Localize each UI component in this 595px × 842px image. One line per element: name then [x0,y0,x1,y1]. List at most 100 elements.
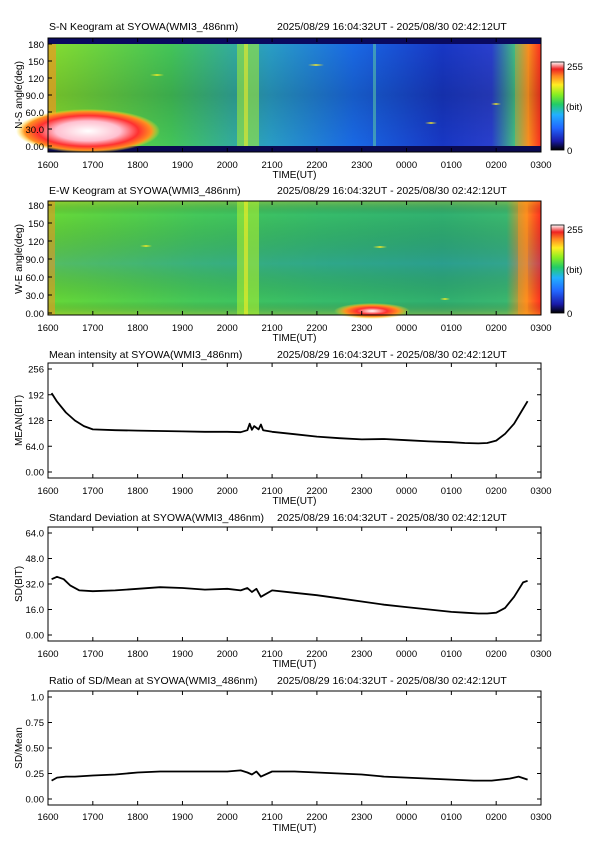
x-tick-label: 1700 [82,160,103,171]
ew-keogram-image [48,201,541,319]
sn-ytick: 0.00 [26,142,45,153]
data-series-line [50,392,529,445]
ew-colorbar-unit: (bit) [566,265,582,276]
y-tick-label: 64.0 [26,442,45,453]
x-tick-label: 2200 [306,486,327,497]
x-tick-label: 2000 [217,160,238,171]
y-tick-label: 0.50 [26,744,45,755]
sn-ytick: 180 [28,40,44,51]
x-tick-label: 0300 [530,812,551,823]
sn-keogram-y-ticks: 0.00 30.0 60.0 90.0 120 150 180 [26,40,52,153]
x-tick-label: 2200 [306,323,327,334]
x-axis-title: TIME(UT) [273,496,317,507]
sn-ytick: 30.0 [26,125,45,136]
plot-title: Mean intensity at SYOWA(WMI3_486nm) [49,349,242,361]
x-tick-label: 1900 [172,323,193,334]
ew-keogram-ylabel: W-E angle(deg) [14,224,25,294]
ew-keogram: E-W Keogram at SYOWA(WMI3_486nm) 2025/08… [14,185,583,344]
ew-keogram-time-range: 2025/08/29 16:04:32UT - 2025/08/30 02:42… [277,185,507,197]
x-tick-label: 2200 [306,649,327,660]
x-tick-label: 0300 [530,486,551,497]
x-tick-label: 0000 [396,323,417,334]
plot-frame [47,362,542,479]
x-tick-label: 1800 [127,649,148,660]
x-axis-title: TIME(UT) [273,333,317,344]
y-tick-label: 0.75 [26,718,45,729]
x-tick-label: 0100 [441,486,462,497]
y-tick-label: 128 [28,416,44,427]
x-tick-label: 0300 [530,649,551,660]
plot-title: Standard Deviation at SYOWA(WMI3_486nm) [49,512,264,524]
x-tick-label: 2300 [351,649,372,660]
ew-ytick: 60.0 [26,273,45,284]
x-tick-label: 0000 [396,649,417,660]
plot-time-range: 2025/08/29 16:04:32UT - 2025/08/30 02:42… [277,512,507,524]
x-tick-label: 1600 [37,649,58,660]
x-tick-label: 2100 [262,160,283,171]
ew-ytick: 90.0 [26,255,45,266]
y-tick-label: 0.00 [26,468,45,479]
x-tick-label: 2000 [217,812,238,823]
x-tick-label: 2100 [262,649,283,660]
x-tick-label: 2000 [217,323,238,334]
sn-ytick: 60.0 [26,108,45,119]
plot-ylabel: MEAN(BIT) [14,395,25,446]
x-tick-label: 2100 [262,323,283,334]
x-tick-label: 0200 [486,160,507,171]
x-tick-label: 1700 [82,812,103,823]
ew-colorbar-min: 0 [567,309,572,320]
x-tick-label: 1600 [37,486,58,497]
x-axis-title: TIME(UT) [273,170,317,181]
x-tick-label: 1600 [37,323,58,334]
x-tick-label: 1700 [82,649,103,660]
x-axis-title: TIME(UT) [273,823,317,834]
x-tick-label: 1700 [82,323,103,334]
y-tick-label: 48.0 [26,554,45,565]
sn-colorbar-max: 255 [567,62,583,73]
sn-keogram-image [16,38,541,153]
x-tick-label: 1900 [172,160,193,171]
x-tick-label: 2100 [262,812,283,823]
ew-ytick: 150 [28,219,44,230]
ew-ytick: 0.00 [26,309,45,320]
x-tick-label: 1600 [37,160,58,171]
sn-colorbar-min: 0 [567,146,572,157]
ew-colorbar: 255 (bit) 0 [550,224,583,320]
x-tick-label: 2000 [217,649,238,660]
plot-frame [47,526,542,642]
ew-keogram-x-axis: 1600 1700 1800 1900 2000 2100 2200 2300 0000 0100… [37,201,552,344]
x-tick-label: 0200 [486,649,507,660]
sn-keogram-time-range: 2025/08/29 16:04:32UT - 2025/08/30 02:42… [277,21,507,33]
data-series-line [51,769,528,782]
plot-time-range: 2025/08/29 16:04:32UT - 2025/08/30 02:42… [277,675,507,687]
x-tick-label: 1800 [127,323,148,334]
sn-colorbar: 255 (bit) 0 [550,61,583,157]
ew-ytick: 120 [28,237,44,248]
x-tick-label: 2300 [351,160,372,171]
x-tick-label: 0100 [441,323,462,334]
x-tick-label: 1800 [127,160,148,171]
x-tick-label: 2300 [351,486,372,497]
y-tick-label: 16.0 [26,605,45,616]
sn-keogram: S-N Keogram at SYOWA(WMI3_486nm) 2025/08… [14,21,583,181]
y-tick-label: 64.0 [26,529,45,540]
x-tick-label: 2200 [306,160,327,171]
x-tick-label: 2000 [217,486,238,497]
sd-mean-ratio-plot: Ratio of SD/Mean at SYOWA(WMI3_486nm) 202… [14,675,552,834]
plot-ylabel: SD(BIT) [14,566,25,602]
sn-keogram-ylabel: N-S angle(deg) [14,61,25,129]
y-tick-label: 0.00 [26,795,45,806]
ew-keogram-frame [47,200,542,316]
sn-ytick: 150 [28,57,44,68]
x-tick-label: 0100 [441,649,462,660]
x-tick-label: 0200 [486,323,507,334]
sn-ytick: 120 [28,74,44,85]
ew-ytick: 180 [28,201,44,212]
x-tick-label: 2200 [306,812,327,823]
y-tick-label: 0.00 [26,631,45,642]
x-tick-label: 1900 [172,649,193,660]
x-tick-label: 1600 [37,812,58,823]
standard-deviation-plot: Standard Deviation at SYOWA(WMI3_486nm) 2… [14,512,552,670]
x-tick-label: 0000 [396,812,417,823]
